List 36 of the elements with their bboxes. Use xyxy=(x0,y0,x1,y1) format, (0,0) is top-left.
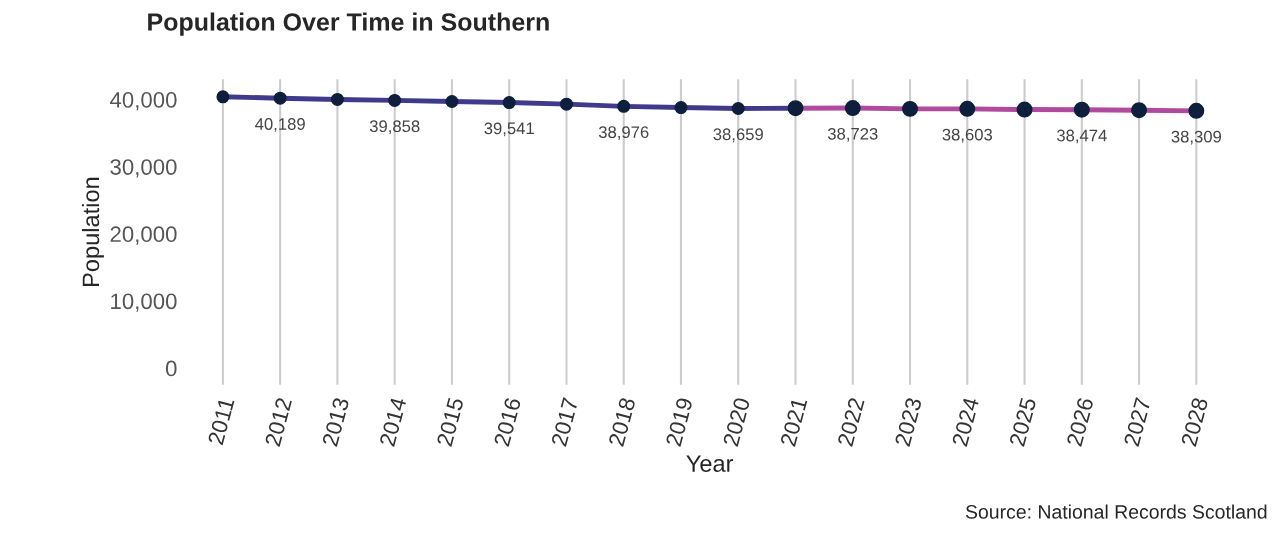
x-tick-label: 2021 xyxy=(779,397,808,447)
data-label: 38,603 xyxy=(942,128,993,143)
x-axis-title: Year xyxy=(686,455,734,472)
x-tick-label: 2028 xyxy=(1180,397,1209,447)
data-label: 38,723 xyxy=(827,127,878,142)
data-label: 38,659 xyxy=(713,128,763,143)
source-note: Source: National Records Scotland xyxy=(965,504,1267,519)
x-tick-label: 2026 xyxy=(1066,397,1094,447)
y-tick-label: 30,000 xyxy=(110,159,177,178)
chart-title: Population Over Time in Southern xyxy=(148,12,549,36)
data-label: 38,474 xyxy=(1056,129,1107,144)
data-label: 38,309 xyxy=(1171,130,1222,145)
data-label: 39,858 xyxy=(369,120,420,135)
x-tick-label: 2011 xyxy=(207,397,235,446)
data-label: 40,189 xyxy=(255,118,305,132)
x-tick-label: 2020 xyxy=(722,396,751,447)
y-tick-label: 20,000 xyxy=(110,226,177,245)
x-tick-label: 2012 xyxy=(264,397,293,447)
y-tick-label: 40,000 xyxy=(109,92,177,111)
x-tick-label: 2018 xyxy=(608,397,636,447)
x-tick-label: 2025 xyxy=(1009,397,1037,447)
x-tick-label: 2024 xyxy=(951,396,980,447)
x-tick-label: 2014 xyxy=(379,396,407,447)
x-tick-label: 2016 xyxy=(493,397,522,447)
y-tick-label: 0 xyxy=(165,360,177,377)
x-tick-label: 2017 xyxy=(550,397,579,447)
data-label: 38,976 xyxy=(598,126,649,140)
x-tick-label: 2027 xyxy=(1123,397,1151,447)
data-label: 39,541 xyxy=(484,122,534,137)
y-axis-title: Population xyxy=(81,177,104,286)
x-tick-label: 2023 xyxy=(894,397,922,447)
x-tick-label: 2019 xyxy=(665,397,693,447)
y-tick-label: 10,000 xyxy=(111,293,177,312)
x-tick-label: 2022 xyxy=(837,397,865,447)
x-tick-label: 2013 xyxy=(321,397,350,447)
x-tick-label: 2015 xyxy=(436,397,464,447)
